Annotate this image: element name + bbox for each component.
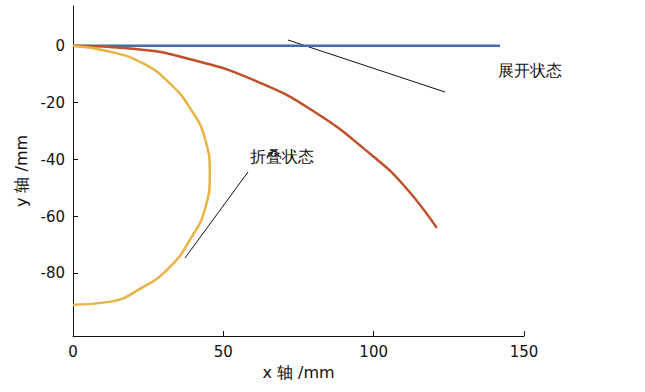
svg-text:x 轴 /mm: x 轴 /mm <box>262 363 334 382</box>
svg-text:0: 0 <box>55 37 65 55</box>
svg-text:展开状态: 展开状态 <box>498 61 562 80</box>
svg-text:y 轴 /mm: y 轴 /mm <box>12 135 31 207</box>
svg-text:100: 100 <box>359 343 388 361</box>
svg-text:50: 50 <box>214 343 233 361</box>
svg-text:-40: -40 <box>41 151 66 169</box>
svg-text:-80: -80 <box>41 264 66 282</box>
svg-text:-60: -60 <box>41 208 66 226</box>
svg-text:-20: -20 <box>41 94 66 112</box>
svg-text:0: 0 <box>68 343 78 361</box>
svg-text:150: 150 <box>510 343 539 361</box>
svg-text:折叠状态: 折叠状态 <box>250 147 314 166</box>
